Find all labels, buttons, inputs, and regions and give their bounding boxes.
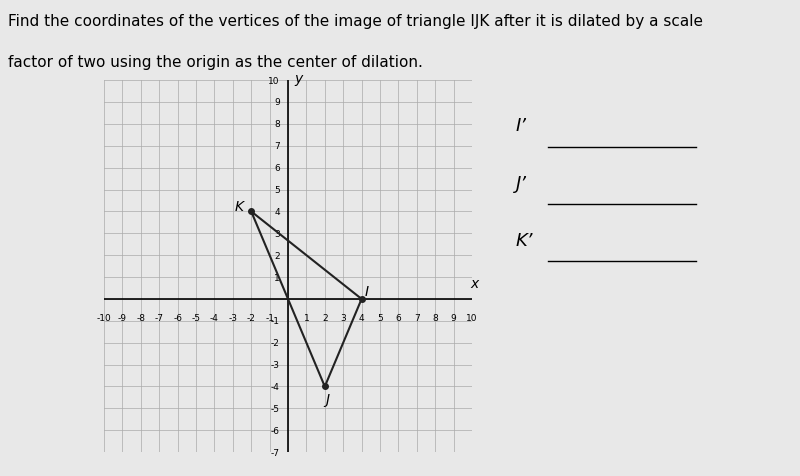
Text: -1: -1 bbox=[270, 317, 280, 326]
Text: 1: 1 bbox=[303, 314, 310, 323]
Text: 6: 6 bbox=[274, 164, 280, 173]
Text: factor of two using the origin as the center of dilation.: factor of two using the origin as the ce… bbox=[8, 55, 423, 69]
Text: 4: 4 bbox=[274, 208, 280, 217]
Text: 1: 1 bbox=[274, 273, 280, 282]
Text: -9: -9 bbox=[118, 314, 127, 323]
Text: y: y bbox=[294, 72, 302, 86]
Text: -5: -5 bbox=[270, 404, 280, 413]
Text: 9: 9 bbox=[274, 98, 280, 107]
Text: 5: 5 bbox=[274, 186, 280, 195]
Text: x: x bbox=[470, 277, 478, 290]
Text: 8: 8 bbox=[274, 120, 280, 129]
Text: 3: 3 bbox=[274, 229, 280, 238]
Text: -2: -2 bbox=[271, 338, 280, 347]
Text: I’: I’ bbox=[516, 117, 527, 135]
Text: 3: 3 bbox=[340, 314, 346, 323]
Text: -4: -4 bbox=[210, 314, 219, 323]
Text: -7: -7 bbox=[154, 314, 164, 323]
Text: J: J bbox=[326, 392, 330, 406]
Text: 2: 2 bbox=[274, 251, 280, 260]
Text: -6: -6 bbox=[173, 314, 182, 323]
Text: -1: -1 bbox=[265, 314, 274, 323]
Text: 5: 5 bbox=[377, 314, 383, 323]
Text: J’: J’ bbox=[516, 174, 527, 192]
Text: 9: 9 bbox=[450, 314, 457, 323]
Text: I: I bbox=[364, 285, 368, 298]
Text: -5: -5 bbox=[191, 314, 201, 323]
Text: 6: 6 bbox=[395, 314, 402, 323]
Text: 7: 7 bbox=[274, 142, 280, 151]
Text: -4: -4 bbox=[271, 382, 280, 391]
Text: -7: -7 bbox=[270, 448, 280, 456]
Text: 4: 4 bbox=[358, 314, 365, 323]
Text: K’: K’ bbox=[516, 231, 534, 249]
Text: 2: 2 bbox=[322, 314, 328, 323]
Text: K: K bbox=[234, 199, 244, 213]
Text: -6: -6 bbox=[270, 426, 280, 435]
Text: -8: -8 bbox=[136, 314, 146, 323]
Text: -3: -3 bbox=[270, 360, 280, 369]
Text: -10: -10 bbox=[97, 314, 111, 323]
Text: 10: 10 bbox=[268, 77, 280, 85]
Text: -2: -2 bbox=[246, 314, 256, 323]
Text: -3: -3 bbox=[228, 314, 238, 323]
Text: Find the coordinates of the vertices of the image of triangle IJK after it is di: Find the coordinates of the vertices of … bbox=[8, 14, 703, 29]
Text: 10: 10 bbox=[466, 314, 478, 323]
Text: 8: 8 bbox=[432, 314, 438, 323]
Text: 7: 7 bbox=[414, 314, 420, 323]
